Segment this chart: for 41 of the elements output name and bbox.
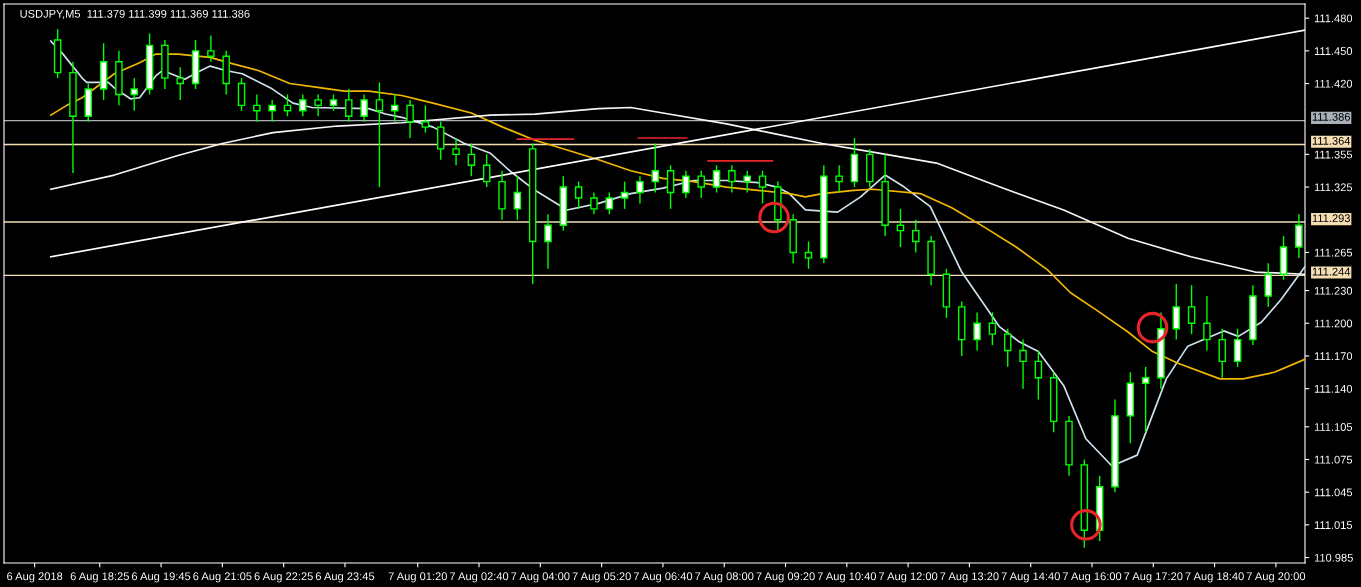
ref-line-label: 111.386 <box>1312 112 1350 121</box>
x-tick-label: 7 Aug 08:00 <box>695 572 754 583</box>
y-tick-label: 111.355 <box>1314 150 1353 159</box>
x-tick-label: 6 Aug 21:05 <box>193 572 252 583</box>
x-tick-label: 6 Aug 19:45 <box>131 572 191 583</box>
x-tick-label: 7 Aug 17:20 <box>1124 572 1183 583</box>
ref-line-label: 111.293 <box>1312 214 1350 223</box>
y-tick-label: 111.105 <box>1314 423 1353 431</box>
x-tick-label: 6 Aug 23:45 <box>315 572 375 583</box>
x-tick-label: 6 Aug 18:25 <box>70 572 129 583</box>
y-tick-label: 111.450 <box>1314 47 1353 55</box>
y-tick-label: 111.140 <box>1314 384 1353 393</box>
y-tick-label: 110.985 <box>1314 553 1353 562</box>
x-tick-label: 7 Aug 12:00 <box>879 572 938 583</box>
x-tick-label: 7 Aug 14:40 <box>1001 572 1060 583</box>
x-tick-label: 7 Aug 05:20 <box>572 572 631 583</box>
y-tick-label: 111.480 <box>1314 14 1353 23</box>
ref-line-label: 111.364 <box>1312 136 1351 145</box>
x-tick-label: 7 Aug 09:20 <box>756 572 815 583</box>
y-tick-label: 111.170 <box>1314 352 1353 361</box>
y-tick-label: 111.075 <box>1314 455 1353 464</box>
y-tick-label: 111.045 <box>1314 488 1353 497</box>
x-tick-label: 7 Aug 10:40 <box>817 572 877 583</box>
x-tick-label: 7 Aug 18:40 <box>1185 572 1244 583</box>
y-tick-label: 111.265 <box>1314 248 1353 257</box>
y-tick-label: 111.420 <box>1314 79 1353 88</box>
x-tick-label: 6 Aug 2018 <box>7 572 63 583</box>
y-tick-label: 111.325 <box>1314 183 1353 192</box>
x-tick-label: 6 Aug 22:25 <box>254 572 313 583</box>
ref-line-label: 111.244 <box>1312 267 1351 276</box>
x-tick-label: 7 Aug 16:00 <box>1062 572 1122 583</box>
x-tick-label: 7 Aug 02:40 <box>449 572 509 583</box>
x-tick-label: 7 Aug 06:40 <box>633 572 693 583</box>
x-tick-label: 7 Aug 04:00 <box>511 572 570 583</box>
chart-title: USDJPY,M5 111.379 111.399 111.369 111.386 <box>20 9 250 20</box>
y-tick-label: 111.200 <box>1314 319 1353 328</box>
x-tick-label: 7 Aug 13:20 <box>940 572 999 583</box>
x-tick-label: 7 Aug 01:20 <box>388 572 447 583</box>
y-tick-label: 111.230 <box>1314 286 1353 295</box>
y-tick-label: 111.015 <box>1314 521 1353 529</box>
x-tick-label: 7 Aug 20:00 <box>1246 572 1306 583</box>
